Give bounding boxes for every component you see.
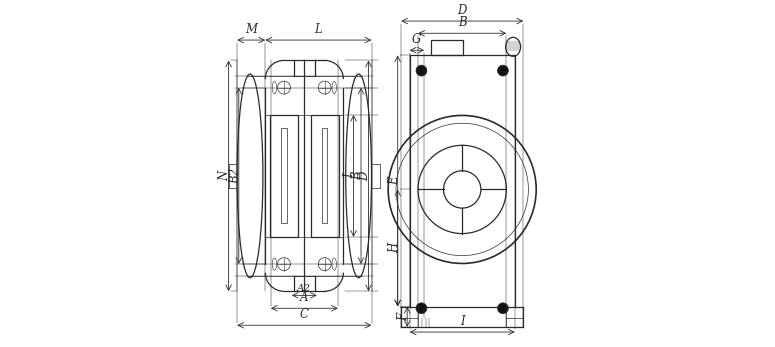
Text: E: E (388, 177, 401, 185)
Bar (409, 55, 515, 306)
Text: F: F (398, 313, 410, 321)
Text: B: B (458, 16, 467, 29)
Text: B: B (351, 171, 364, 180)
Text: A2: A2 (298, 283, 312, 293)
Bar (311, 115, 339, 237)
Circle shape (498, 303, 508, 314)
Text: H: H (388, 243, 401, 253)
Text: G: G (412, 33, 422, 46)
Text: A: A (300, 291, 308, 304)
Text: L: L (315, 23, 322, 36)
Text: I: I (460, 315, 464, 328)
Circle shape (416, 303, 427, 314)
Bar (281, 128, 287, 223)
Text: C: C (300, 308, 308, 321)
Text: D: D (457, 3, 467, 17)
Text: I: I (343, 174, 356, 178)
Bar (322, 128, 327, 223)
Bar (270, 115, 298, 237)
Text: B2: B2 (229, 168, 242, 184)
Bar (431, 40, 463, 55)
Text: M: M (245, 23, 257, 36)
Circle shape (416, 65, 427, 76)
Text: D: D (359, 171, 371, 180)
Circle shape (498, 65, 508, 76)
Text: N: N (219, 171, 232, 181)
